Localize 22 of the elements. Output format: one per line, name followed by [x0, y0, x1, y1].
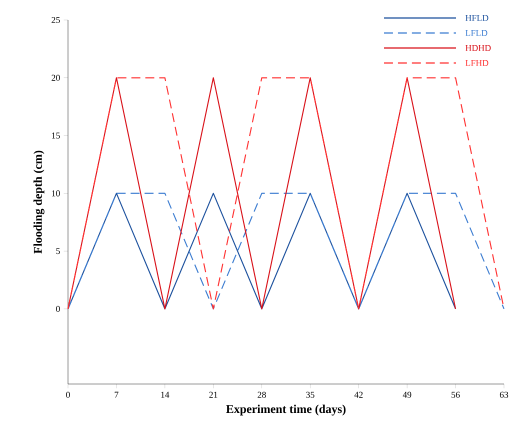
y-axis-title: Flooding depth (cm) — [33, 150, 44, 254]
y-tick-label: 15 — [52, 132, 60, 139]
y-tick-label: 25 — [52, 16, 60, 24]
text: HFLD — [465, 15, 488, 21]
x-tick-label: 7 — [114, 392, 118, 398]
x-tick-label: 14 — [161, 392, 170, 398]
y-tick-label: 0 — [56, 306, 60, 312]
x-tick-label: 0 — [66, 392, 70, 398]
y-tick-label: 5 — [56, 248, 60, 254]
y-tick-label: 10 — [52, 190, 60, 196]
x-tick-label: 56 — [452, 392, 460, 398]
x-tick-label: 35 — [306, 392, 314, 398]
x-axis-title: Experiment time (days) — [226, 404, 346, 416]
x-tick-label: 28 — [258, 392, 266, 398]
x-tick-label: 49 — [402, 392, 412, 398]
series-label: LFHD — [465, 60, 488, 66]
x-tick-label: 42 — [354, 392, 363, 398]
text: LFLD — [465, 30, 488, 36]
text: HDHD — [465, 45, 491, 51]
x-tick-label: 21 — [209, 392, 218, 398]
y-tick-label: 20 — [52, 74, 60, 81]
x-tick-label: 63 — [500, 392, 508, 398]
